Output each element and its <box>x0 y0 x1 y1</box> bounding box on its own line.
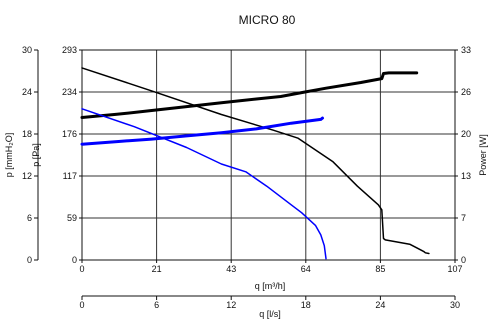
chart-title: MICRO 80 <box>239 13 296 27</box>
x-tick-label-m3h: 85 <box>375 264 385 274</box>
x-tick-label-ls: 6 <box>154 300 159 310</box>
y-tick-label-pa: 293 <box>62 45 77 55</box>
x-tick-label-m3h: 64 <box>301 264 311 274</box>
series-line-4 <box>80 116 324 146</box>
y-tick-label-mmh2o: 24 <box>22 87 32 97</box>
series-layer <box>80 67 430 260</box>
y-tick-label-power: 20 <box>461 129 471 139</box>
series-line-1 <box>81 67 430 255</box>
y-tick-label-mmh2o: 0 <box>27 255 32 265</box>
y-tick-label-power: 0 <box>461 255 466 265</box>
x-tick-label-m3h: 43 <box>226 264 236 274</box>
y-tick-label-pa: 234 <box>62 87 77 97</box>
grid <box>82 50 455 260</box>
y-axis-label-mmh2o: p [mmH₂O] <box>4 133 14 178</box>
y-tick-label-power: 7 <box>461 213 466 223</box>
series-line-2 <box>80 71 419 119</box>
series-line-3 <box>81 108 327 260</box>
x-tick-label-ls: 18 <box>301 300 311 310</box>
y-axis-label-pa: p [Pa] <box>31 143 41 167</box>
y-tick-label-power: 26 <box>461 87 471 97</box>
x-axis-label-m3h: q [m³/h] <box>255 281 286 291</box>
y-tick-label-mmh2o: 6 <box>27 213 32 223</box>
x-tick-label-m3h: 21 <box>152 264 162 274</box>
x-tick-label-m3h: 0 <box>79 264 84 274</box>
x-tick-label-ls: 0 <box>79 300 84 310</box>
y-tick-label-pa: 176 <box>62 129 77 139</box>
y-tick-label-mmh2o: 18 <box>22 129 32 139</box>
y-tick-label-pa: 0 <box>72 255 77 265</box>
y-tick-label-pa: 59 <box>67 213 77 223</box>
y-axis-label-power: Power [W] <box>478 134 488 176</box>
plot-frame <box>81 49 456 261</box>
y-tick-label-mmh2o: 12 <box>22 171 32 181</box>
x-axis-label-ls: q [l/s] <box>259 309 281 319</box>
x-tick-label-ls: 30 <box>450 300 460 310</box>
x-tick-label-ls: 12 <box>226 300 236 310</box>
y-tick-label-power: 13 <box>461 171 471 181</box>
y-tick-label-power: 33 <box>461 45 471 55</box>
y-tick-label-mmh2o: 30 <box>22 45 32 55</box>
y-tick-label-pa: 117 <box>63 171 77 181</box>
x-tick-label-m3h: 107 <box>447 264 462 274</box>
x-tick-label-ls: 24 <box>375 300 385 310</box>
